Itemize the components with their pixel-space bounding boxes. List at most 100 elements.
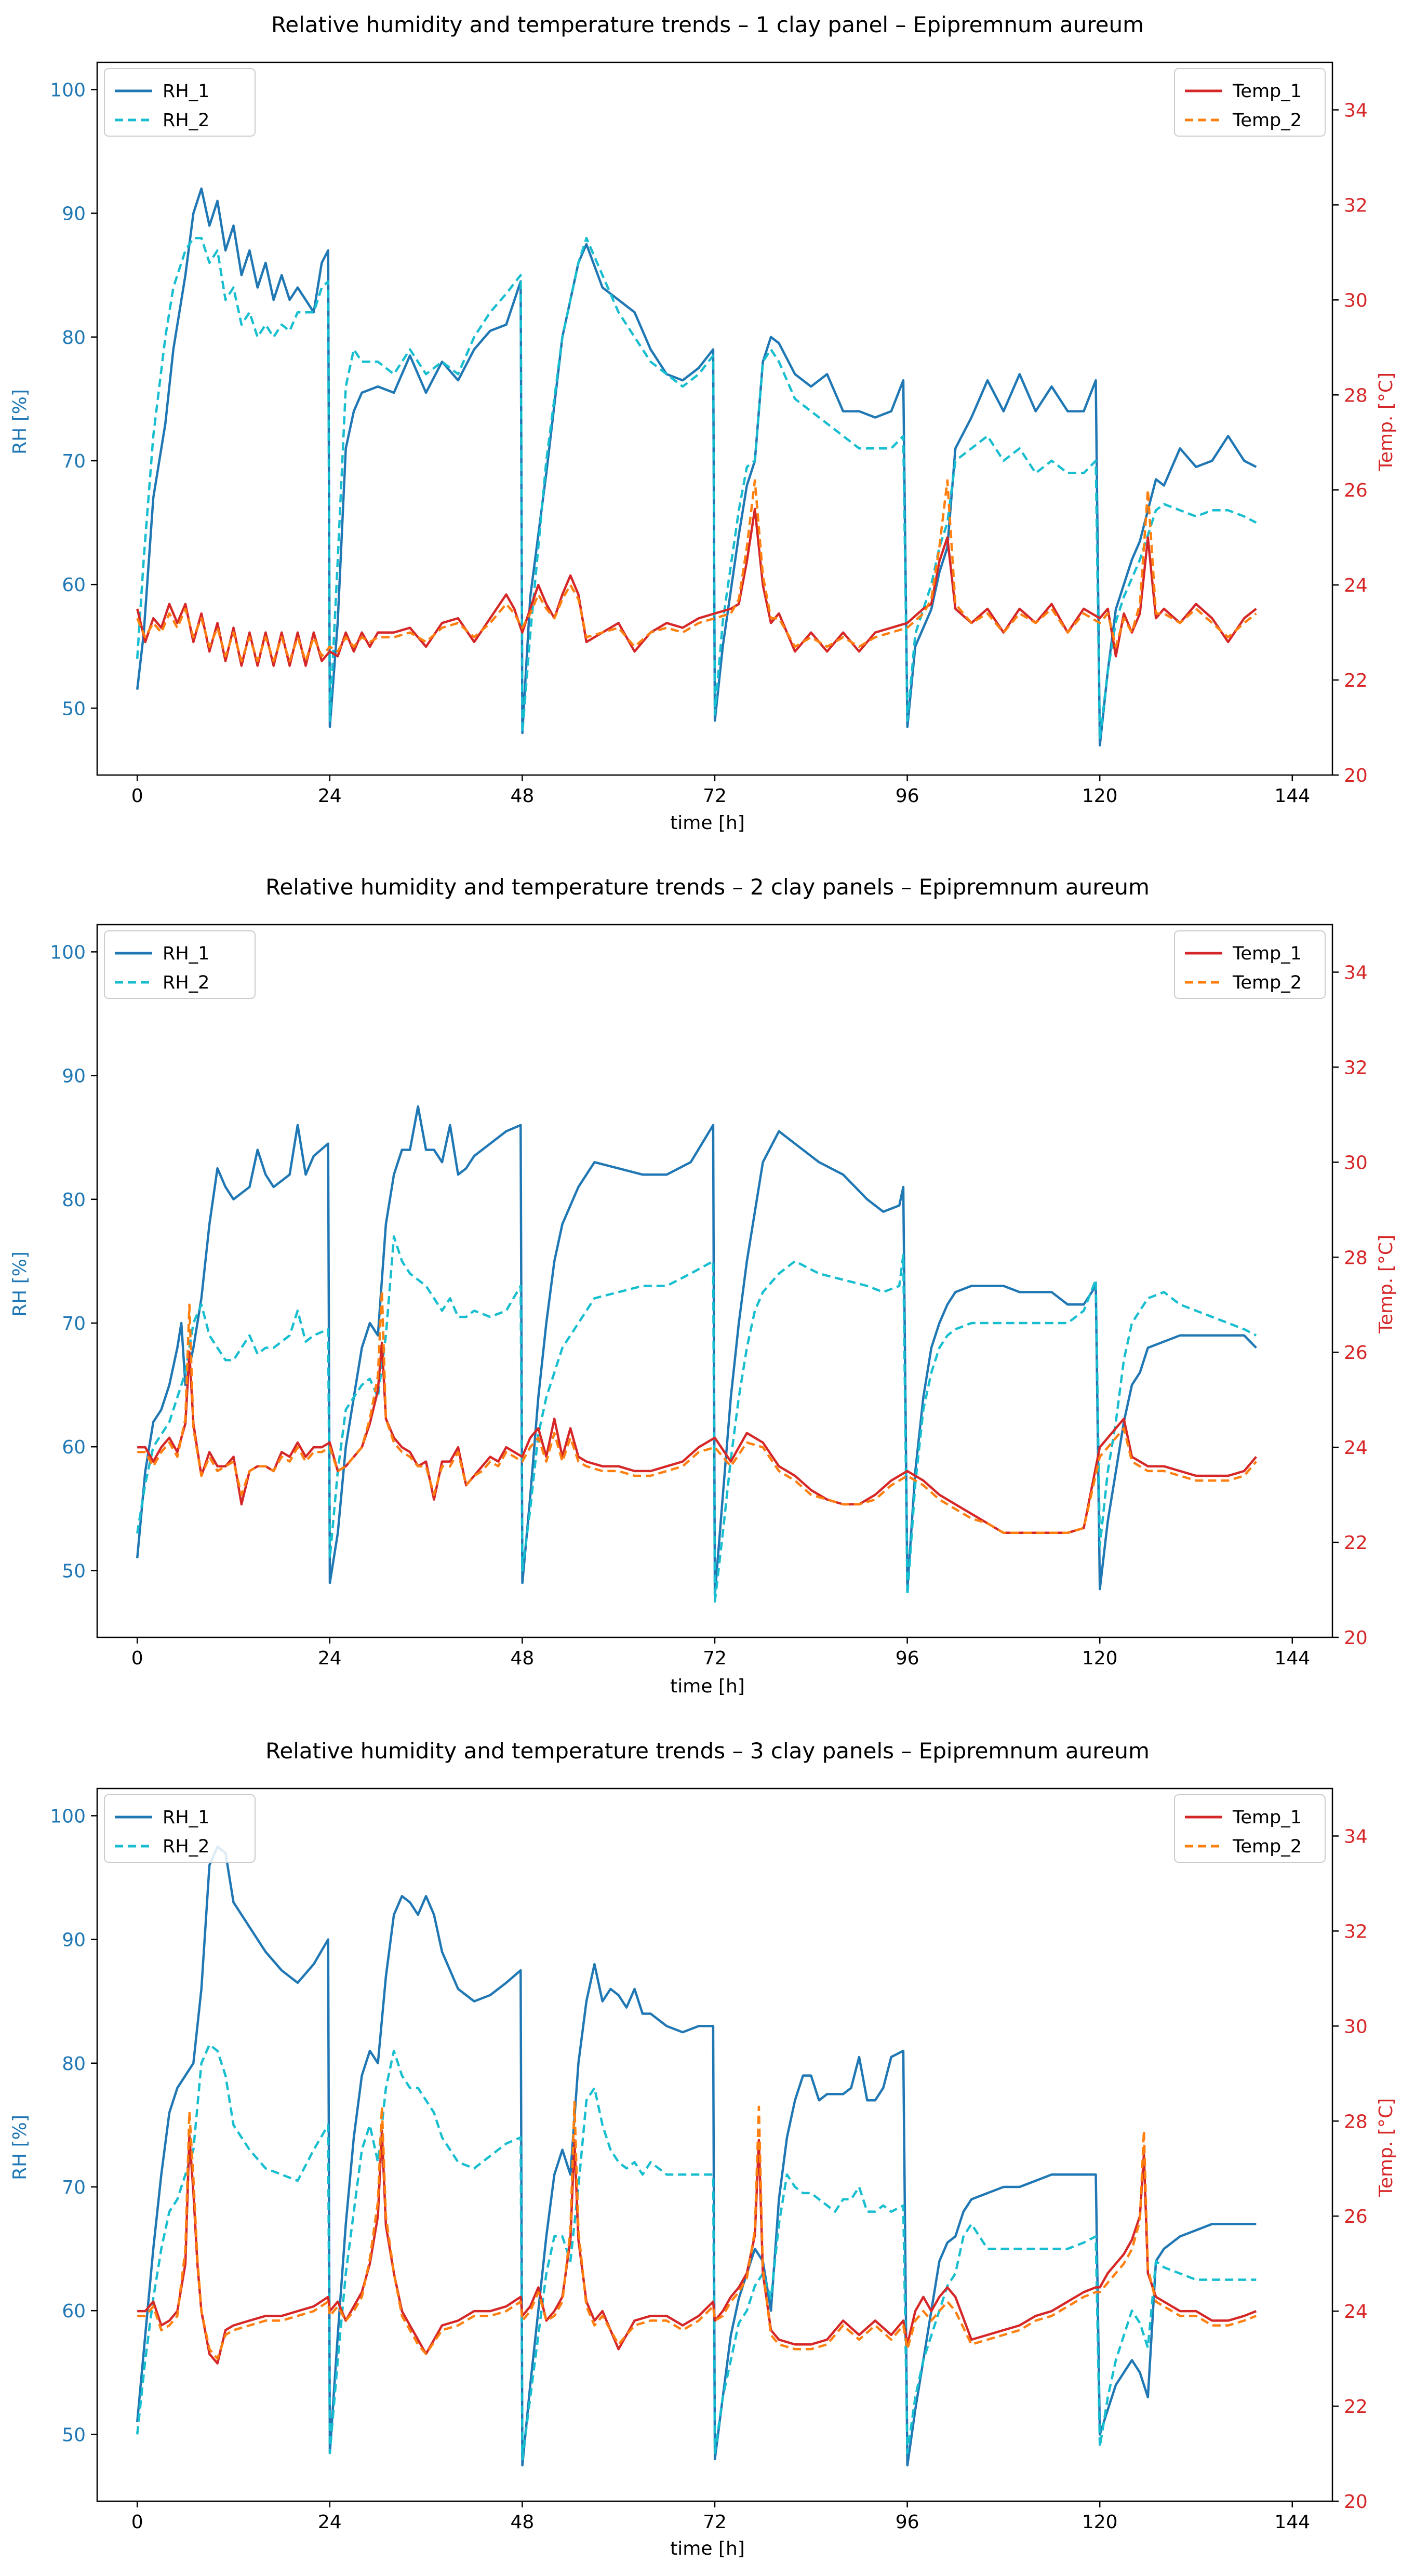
x-tick-label: 144 [1274, 1648, 1310, 1669]
legend-right: Temp_1 Temp_2 [1174, 1794, 1326, 1863]
x-tick-label: 120 [1082, 2512, 1118, 2533]
y-tick-label-right: 20 [1344, 1627, 1368, 1649]
y-tick-label-right: 32 [1344, 195, 1368, 216]
x-axis-label: time [h] [670, 2538, 745, 2559]
y-tick-label-left: 90 [62, 1066, 86, 1087]
y-tick-label-right: 20 [1344, 2491, 1368, 2513]
y-tick-label-right: 30 [1344, 1152, 1368, 1173]
legend-label: Temp_1 [1232, 81, 1302, 102]
series-line-temp-2 [137, 1289, 1258, 1534]
y-tick-label-left: 50 [62, 2424, 86, 2446]
legend-label: RH_1 [163, 943, 209, 964]
y-tick-label-left: 90 [62, 1930, 86, 1951]
x-tick-label: 72 [703, 1648, 727, 1669]
series-line-temp-1 [137, 2129, 1257, 2365]
y-tick-label-right: 22 [1344, 2396, 1368, 2418]
x-tick-label: 48 [510, 2512, 534, 2533]
legend-label: RH_2 [163, 1836, 209, 1857]
plot-area: 0 24 48 72 96 120 144 50 60 70 80 90 100 20 22 24 26 28 30… [50, 924, 1368, 1669]
x-tick-label: 24 [318, 1648, 342, 1669]
x-tick-label: 144 [1274, 2512, 1310, 2533]
x-tick-label: 0 [131, 1648, 143, 1669]
y-tick-label-right: 22 [1344, 1532, 1368, 1554]
chart-title: Relative humidity and temperature trends… [265, 1738, 1150, 1764]
series-line-temp-2 [137, 2101, 1257, 2360]
x-tick-label: 120 [1082, 1648, 1118, 1669]
chart-title: Relative humidity and temperature trends… [265, 874, 1150, 900]
y-tick-label-right: 22 [1344, 670, 1368, 691]
legend-label: Temp_1 [1232, 943, 1302, 964]
y-tick-label-right: 24 [1344, 575, 1368, 596]
legend-left: RH_1 RH_2 [104, 930, 256, 999]
y-axis-label-left: RH [%] [9, 2115, 31, 2180]
y-tick-label-left: 70 [62, 2177, 86, 2198]
y-tick-label-right: 26 [1344, 480, 1368, 501]
y-tick-label-right: 32 [1344, 1921, 1368, 1942]
y-tick-label-left: 100 [50, 79, 86, 101]
y-tick-label-right: 26 [1344, 2206, 1368, 2227]
y-tick-label-right: 26 [1344, 1342, 1368, 1364]
y-tick-label-right: 28 [1344, 385, 1368, 406]
y-tick-label-left: 50 [62, 1560, 86, 1582]
y-tick-label-right: 28 [1344, 2111, 1368, 2132]
series-group [136, 1845, 1257, 2467]
y-axis-label-right: Temp. [°C] [1376, 1235, 1397, 1334]
y-tick-label-right: 28 [1344, 1247, 1368, 1269]
legend-label: RH_1 [163, 1807, 209, 1828]
x-tick-label: 48 [510, 1648, 534, 1669]
y-tick-label-left: 50 [62, 698, 86, 719]
x-axis-label: time [h] [670, 1676, 745, 1697]
y-tick-label-left: 80 [62, 2053, 86, 2075]
series-line-rh-1 [136, 1105, 1257, 1597]
y-axis-label-right: Temp. [°C] [1376, 2098, 1397, 2197]
x-tick-label: 144 [1274, 785, 1310, 807]
y-tick-label-left: 60 [62, 2301, 86, 2322]
plot-area: 0 24 48 72 96 120 144 50 60 70 80 90 100 20 22 24 26 28 30… [50, 1787, 1368, 2533]
legend-left: RH_1 RH_2 [104, 1794, 256, 1863]
series-group [136, 187, 1257, 747]
x-tick-label: 96 [896, 1648, 919, 1669]
legend-label: RH_1 [163, 81, 209, 102]
y-tick-label-left: 90 [62, 204, 86, 225]
x-tick-label: 96 [896, 2512, 919, 2533]
series-line-rh-2 [136, 2043, 1257, 2461]
x-tick-label: 24 [318, 785, 342, 807]
plot-area: 0 24 48 72 96 120 144 50 60 70 80 90 100 20 22 24 26 28 30… [50, 61, 1368, 807]
y-tick-label-left: 70 [62, 451, 86, 472]
legend-right: Temp_1 Temp_2 [1174, 930, 1326, 999]
x-tick-label: 0 [131, 2512, 143, 2533]
y-tick-label-left: 80 [62, 1190, 86, 1211]
y-axis-label-left: RH [%] [9, 1251, 31, 1317]
series-line-rh-1 [136, 1845, 1257, 2467]
legend-label: RH_2 [163, 110, 209, 131]
y-tick-label-right: 30 [1344, 290, 1368, 311]
chart-title: Relative humidity and temperature trends… [271, 12, 1144, 37]
series-line-temp-2 [136, 479, 1257, 662]
legend-label: Temp_2 [1232, 972, 1302, 993]
chart-panel-3: Relative humidity and temperature trends… [9, 1738, 1397, 2559]
y-tick-label-right: 34 [1344, 100, 1368, 121]
x-tick-label: 72 [703, 2512, 727, 2533]
legend-label: Temp_1 [1232, 1807, 1302, 1828]
legend-left: RH_1 RH_2 [104, 68, 256, 137]
series-line-rh-2 [136, 1235, 1257, 1603]
y-tick-label-left: 60 [62, 575, 86, 596]
x-tick-label: 48 [510, 785, 534, 807]
y-tick-label-right: 24 [1344, 2301, 1368, 2323]
legend-label: Temp_2 [1232, 1836, 1302, 1857]
series-group [136, 1105, 1258, 1603]
x-tick-label: 0 [131, 785, 143, 807]
y-axis-label-left: RH [%] [9, 389, 31, 455]
y-axis-label-right: Temp. [°C] [1376, 372, 1397, 472]
chart-panel-1: Relative humidity and temperature trends… [9, 12, 1397, 834]
x-axis-label: time [h] [670, 812, 745, 834]
y-tick-label-left: 60 [62, 1437, 86, 1458]
legend-label: RH_2 [163, 972, 209, 993]
x-tick-label: 120 [1082, 785, 1118, 807]
legend-right: Temp_1 Temp_2 [1174, 68, 1326, 137]
y-tick-label-right: 34 [1344, 962, 1368, 983]
y-tick-label-left: 100 [50, 1806, 86, 1827]
y-tick-label-left: 100 [50, 942, 86, 963]
